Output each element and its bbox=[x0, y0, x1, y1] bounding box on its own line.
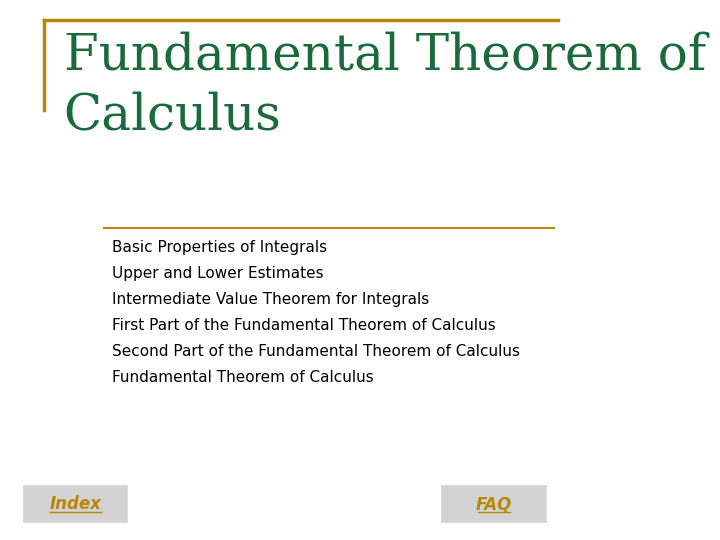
Text: Calculus: Calculus bbox=[64, 91, 282, 140]
Text: Index: Index bbox=[50, 495, 102, 513]
FancyBboxPatch shape bbox=[24, 486, 127, 522]
Text: Fundamental Theorem of: Fundamental Theorem of bbox=[64, 31, 706, 80]
Text: FAQ: FAQ bbox=[476, 495, 512, 513]
Text: Intermediate Value Theorem for Integrals: Intermediate Value Theorem for Integrals bbox=[112, 292, 429, 307]
Text: Basic Properties of Integrals: Basic Properties of Integrals bbox=[112, 240, 327, 255]
Text: First Part of the Fundamental Theorem of Calculus: First Part of the Fundamental Theorem of… bbox=[112, 318, 495, 333]
FancyBboxPatch shape bbox=[442, 486, 546, 522]
Text: Second Part of the Fundamental Theorem of Calculus: Second Part of the Fundamental Theorem o… bbox=[112, 344, 520, 359]
Text: Fundamental Theorem of Calculus: Fundamental Theorem of Calculus bbox=[112, 370, 373, 385]
Text: Upper and Lower Estimates: Upper and Lower Estimates bbox=[112, 266, 323, 281]
